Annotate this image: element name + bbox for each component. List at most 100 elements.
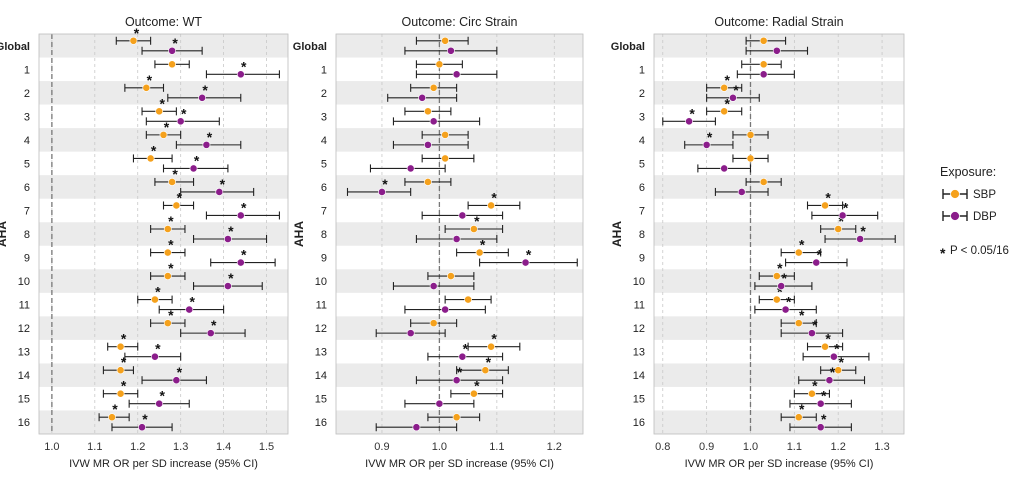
- y-tick-label: 5: [639, 158, 645, 170]
- significance-star: *: [821, 388, 827, 404]
- legend-dbp-marker: [950, 211, 960, 221]
- panel-title: Outcome: Circ Strain: [401, 15, 517, 29]
- point-estimate: [834, 225, 843, 233]
- y-tick-label: 3: [639, 111, 645, 123]
- point-estimate: [452, 413, 461, 422]
- point-estimate: [702, 140, 711, 149]
- row-band: [336, 316, 583, 340]
- y-tick-label: 12: [315, 323, 327, 335]
- y-axis-label: AHA: [610, 221, 624, 247]
- point-estimate: [812, 258, 821, 267]
- y-tick-label: 11: [634, 300, 645, 312]
- point-estimate: [441, 305, 450, 314]
- x-tick-label: 1.3: [173, 441, 188, 453]
- point-estimate: [202, 140, 211, 149]
- panel-3: Outcome: Radial Strain 0.8 0.9 1.0 1.1 1.2 1.3…: [610, 15, 905, 470]
- y-tick-label: 6: [639, 182, 645, 194]
- legend-dbp-label: DBP: [973, 211, 997, 223]
- significance-star: *: [799, 237, 805, 253]
- point-estimate: [185, 305, 194, 314]
- x-tick-label: 0.8: [655, 441, 670, 453]
- significance-star: *: [181, 105, 187, 121]
- row-band: [654, 34, 904, 58]
- y-tick-label: 11: [19, 300, 30, 312]
- point-estimate: [429, 117, 438, 126]
- point-estimate: [856, 235, 865, 243]
- y-tick-label: 7: [24, 205, 30, 217]
- point-estimate: [452, 70, 461, 79]
- significance-star: *: [112, 401, 118, 417]
- point-estimate: [807, 329, 816, 338]
- legend-sbp-marker: [950, 189, 960, 199]
- point-estimate: [452, 376, 461, 385]
- significance-star: *: [121, 354, 127, 370]
- y-tick-label: 2: [321, 88, 327, 100]
- point-estimate: [838, 211, 847, 220]
- x-axis-label: IVW MR OR per SD increase (95% CI): [365, 458, 554, 470]
- point-estimate: [138, 423, 146, 432]
- significance-star: *: [486, 354, 492, 370]
- row-band: [39, 175, 288, 199]
- point-estimate: [816, 399, 825, 408]
- x-tick-label: 1.0: [743, 441, 758, 453]
- point-estimate: [406, 164, 415, 173]
- significance-star: *: [194, 152, 200, 168]
- point-estimate: [720, 83, 729, 92]
- point-estimate: [794, 319, 803, 328]
- point-estimate: [163, 248, 172, 257]
- point-estimate: [487, 342, 495, 351]
- point-estimate: [236, 70, 245, 79]
- row-band: [654, 81, 904, 105]
- significance-star: *: [480, 237, 486, 253]
- significance-star: *: [142, 411, 148, 427]
- point-estimate: [772, 272, 781, 280]
- point-estimate: [825, 376, 834, 385]
- point-estimate: [168, 46, 176, 55]
- legend: Exposure: SBP DBP * P < 0.05/16: [940, 165, 1009, 261]
- significance-star: *: [155, 284, 161, 300]
- point-estimate: [759, 60, 768, 69]
- y-tick-label: 9: [639, 253, 645, 265]
- row-band: [336, 128, 583, 152]
- x-tick-label: 1.2: [547, 441, 562, 453]
- significance-star: *: [825, 189, 831, 205]
- x-tick-label: 1.4: [216, 441, 231, 453]
- point-estimate: [772, 295, 781, 304]
- point-estimate: [163, 319, 172, 328]
- significance-star: *: [177, 364, 183, 380]
- significance-star: *: [241, 199, 247, 215]
- y-tick-label: 6: [24, 182, 30, 194]
- significance-star: *: [707, 129, 713, 145]
- significance-star: *: [147, 72, 153, 88]
- point-estimate: [452, 235, 461, 243]
- significance-star: *: [177, 189, 183, 205]
- point-estimate: [424, 140, 432, 149]
- x-tick-label: 1.3: [874, 441, 889, 453]
- x-tick-label: 1.2: [130, 441, 145, 453]
- y-tick-label: 9: [321, 253, 327, 265]
- point-estimate: [487, 201, 495, 210]
- legend-title: Exposure:: [940, 165, 996, 179]
- row-band: [336, 222, 583, 246]
- significance-star: *: [838, 213, 844, 229]
- significance-star: *: [834, 341, 840, 357]
- significance-star: *: [382, 176, 388, 192]
- series-sbp: ******: [404, 36, 521, 422]
- y-tick-label: 8: [321, 229, 327, 241]
- point-estimate: [176, 117, 185, 126]
- point-estimate: [469, 389, 478, 398]
- series-sbp: ****************: [98, 25, 195, 422]
- y-tick-label: 6: [321, 182, 327, 194]
- x-axis-label: IVW MR OR per SD increase (95% CI): [69, 458, 258, 470]
- point-estimate: [475, 248, 484, 257]
- y-tick-label: 7: [639, 205, 645, 217]
- point-estimate: [729, 93, 737, 102]
- plot-frame: [335, 33, 584, 435]
- y-tick-label: 5: [321, 158, 327, 170]
- series-dbp: ****: [346, 46, 578, 432]
- x-tick-label: 1.1: [787, 441, 802, 453]
- y-tick-label: 11: [316, 300, 327, 312]
- y-tick-label: 16: [633, 417, 645, 429]
- point-estimate: [406, 329, 415, 338]
- row-band: [336, 175, 583, 199]
